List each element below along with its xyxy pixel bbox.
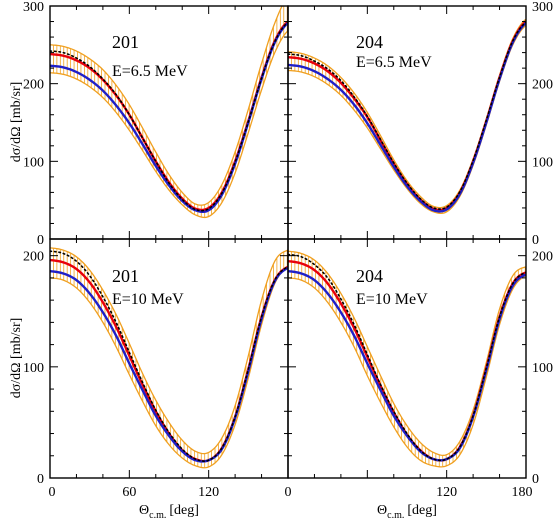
x-tick-label: 60 xyxy=(122,485,136,500)
y-tick-label-right: 200 xyxy=(532,78,553,93)
annotation-energy-bottom-right: E=10 MeV xyxy=(356,291,428,308)
y-tick-label-right: 0 xyxy=(532,233,539,248)
annotation-energy-bottom-left: E=10 MeV xyxy=(112,291,184,308)
y-tick-label-left: 200 xyxy=(23,250,44,265)
series-line-dotted xyxy=(50,21,288,212)
x-axis-label-left: Θc.m. [deg] xyxy=(139,503,199,521)
y-tick-label-right: 100 xyxy=(532,155,553,170)
y-tick-label-right: 100 xyxy=(532,361,553,376)
annotation-energy-top-right: E=6.5 MeV xyxy=(356,54,432,71)
x-axis-label-unit: [deg] xyxy=(169,503,199,518)
x-tick-label: 0 xyxy=(49,485,56,500)
series-line-dotted xyxy=(288,253,526,462)
annotation-nucleus-top-left: 201 xyxy=(112,32,139,52)
x-axis-label-subscript: c.m. xyxy=(149,510,166,521)
band-upper-edge xyxy=(50,247,288,455)
panel-top-left xyxy=(50,6,288,219)
y-tick-label-left: 100 xyxy=(23,361,44,376)
y-tick-label-right: 0 xyxy=(532,472,539,487)
annotation-nucleus-top-right: 204 xyxy=(356,32,383,52)
series-line-dotted xyxy=(288,21,526,210)
x-axis-label-symbol: Θ xyxy=(139,503,149,518)
y-tick-label-left: 200 xyxy=(23,78,44,93)
y-axis-label-bottom: dσ/dΩ [mb/sr] xyxy=(9,318,24,399)
y-tick-label-left: 300 xyxy=(23,0,44,15)
panel-bottom-right xyxy=(288,250,526,468)
x-axis-label-right: Θc.m. [deg] xyxy=(377,503,437,521)
y-tick-label-left: 0 xyxy=(37,233,44,248)
annotation-nucleus-bottom-right: 204 xyxy=(356,266,383,286)
frame-top-left xyxy=(49,5,289,240)
y-tick-label-left: 100 xyxy=(23,155,44,170)
panel-bottom-left xyxy=(50,247,288,469)
x-axis-label-unit: [deg] xyxy=(407,503,437,518)
series-line-dotted xyxy=(50,250,288,462)
x-axis-label-subscript: c.m. xyxy=(387,510,404,521)
band-lower-edge xyxy=(50,266,288,469)
band-lower-edge xyxy=(50,30,288,219)
band-upper-edge xyxy=(50,6,283,206)
x-tick-label: 0 xyxy=(285,485,292,500)
x-tick-label: 120 xyxy=(198,485,219,500)
series-line-blue xyxy=(50,266,288,463)
panel-top-right xyxy=(288,18,526,215)
series-line-red xyxy=(50,20,288,212)
y-axis-label-top: dσ/dΩ [mb/sr] xyxy=(9,82,24,163)
x-axis-label-symbol: Θ xyxy=(377,503,387,518)
annotation-nucleus-bottom-left: 201 xyxy=(112,266,139,286)
y-tick-label-right: 200 xyxy=(532,250,553,265)
frame-top-right xyxy=(287,5,527,240)
x-tick-label: 180 xyxy=(512,485,533,500)
band-upper-edge xyxy=(288,250,526,457)
band-lower-edge xyxy=(288,275,526,468)
series-line-blue xyxy=(288,21,526,213)
y-tick-label-right: 300 xyxy=(532,0,553,15)
frame-bottom-right xyxy=(287,238,527,479)
x-tick-label: 120 xyxy=(436,485,457,500)
y-tick-label-left: 0 xyxy=(37,472,44,487)
annotation-energy-top-left: E=6.5 MeV xyxy=(112,63,188,80)
